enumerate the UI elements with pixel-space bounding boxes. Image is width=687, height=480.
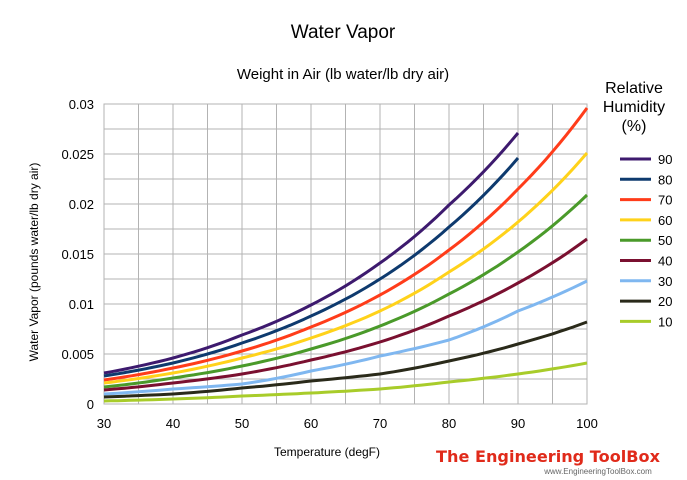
y-tick-label: 0.025 [61, 147, 94, 162]
legend: Relative Humidity (%) 90 80 70 60 50 40 30 20 10 [603, 80, 673, 329]
y-axis-ticks: 0 0.005 0.01 0.015 0.02 0.025 0.03 [61, 97, 94, 412]
plot-grid [103, 103, 588, 405]
series-line-30 [103, 279, 588, 396]
x-tick-label: 40 [166, 416, 180, 431]
x-tick-label: 70 [373, 416, 387, 431]
series-line-80 [103, 157, 520, 378]
series-line-20 [103, 320, 588, 399]
legend-label: 70 [658, 193, 672, 208]
y-tick-label: 0.005 [61, 347, 94, 362]
logo-text: The Engineering ToolBox [436, 447, 661, 466]
x-tick-label: 30 [97, 416, 111, 431]
logo-url: www.EngineeringToolBox.com [543, 467, 652, 476]
chart-title: Water Vapor [291, 22, 396, 43]
y-tick-label: 0 [87, 397, 94, 412]
legend-title: Relative Humidity (%) [603, 80, 665, 135]
y-tick-label: 0.02 [69, 197, 94, 212]
legend-label: 40 [658, 254, 672, 269]
y-axis-label: Water Vapor (pounds water/lb dry air) [27, 163, 41, 362]
legend-label: 60 [658, 213, 672, 228]
legend-title-line: Humidity [603, 99, 665, 116]
engineering-toolbox-logo: The Engineering ToolBox www.EngineeringT… [436, 447, 661, 476]
legend-label: 80 [658, 172, 672, 187]
legend-label: 90 [658, 152, 672, 167]
legend-title-line: (%) [622, 118, 647, 135]
series-line-70 [103, 107, 589, 382]
series-line-40 [103, 237, 588, 392]
series-line-60 [103, 152, 589, 385]
x-tick-label: 100 [576, 416, 598, 431]
legend-label: 20 [658, 294, 672, 309]
series-lines [103, 107, 589, 403]
series-line-90 [103, 132, 520, 375]
legend-label: 30 [658, 274, 672, 289]
series-line-50 [103, 193, 589, 389]
x-axis-label: Temperature (degF) [274, 445, 380, 459]
y-tick-label: 0.03 [69, 97, 94, 112]
legend-label: 50 [658, 233, 672, 248]
legend-label: 10 [658, 314, 672, 329]
x-tick-label: 80 [442, 416, 456, 431]
x-tick-label: 60 [304, 416, 318, 431]
y-tick-label: 0.015 [61, 247, 94, 262]
chart-subtitle: Weight in Air (lb water/lb dry air) [237, 66, 449, 83]
x-tick-label: 90 [511, 416, 525, 431]
x-tick-label: 50 [235, 416, 249, 431]
legend-title-line: Relative [605, 80, 663, 97]
series-line-10 [103, 361, 588, 403]
y-tick-label: 0.01 [69, 297, 94, 312]
plot-area-border [103, 103, 588, 405]
x-axis-ticks: 30 40 50 60 70 80 90 100 [97, 416, 598, 431]
